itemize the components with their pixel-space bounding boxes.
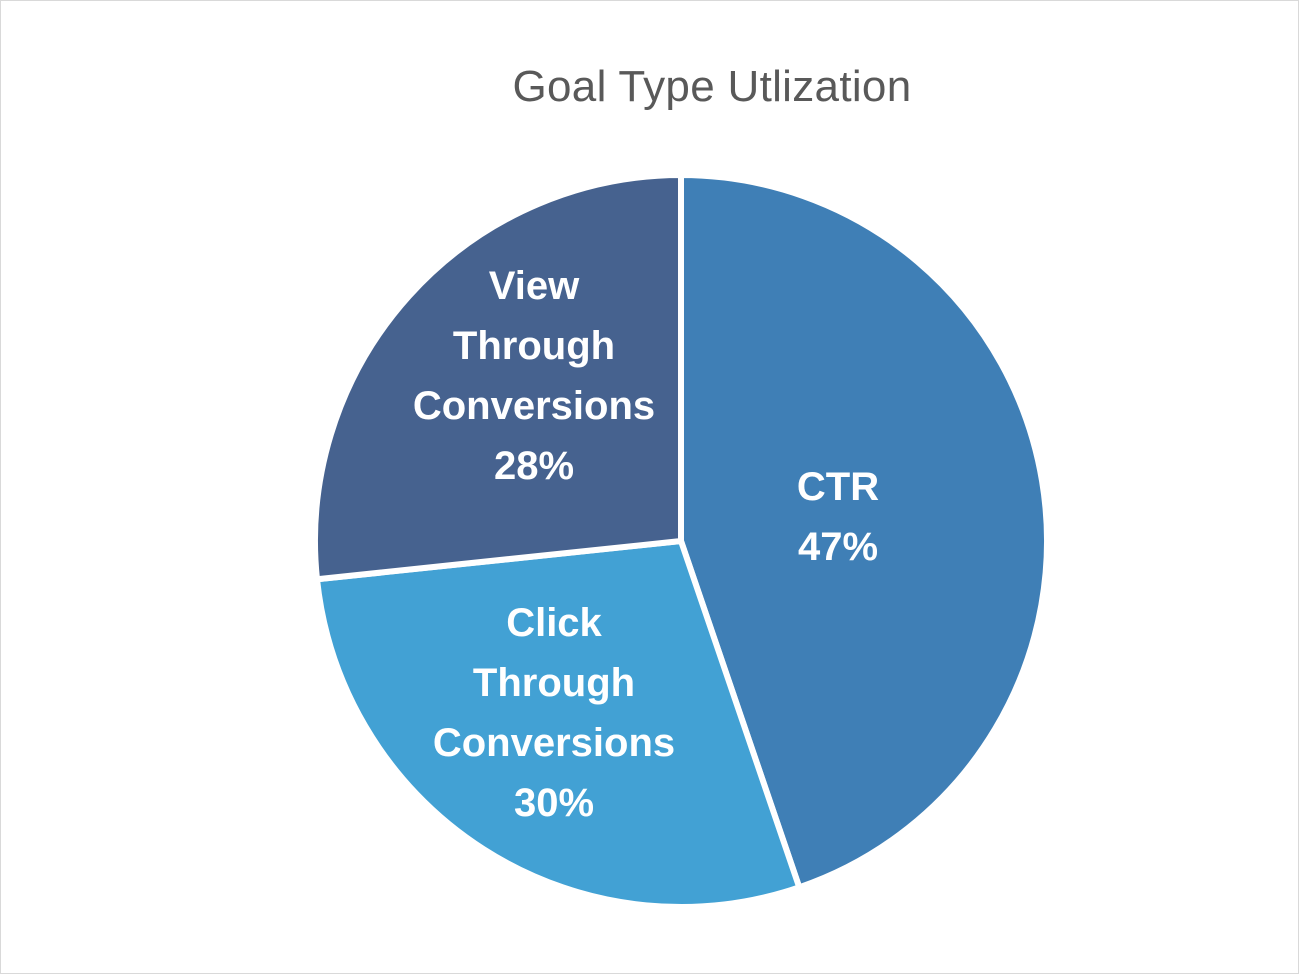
slice-name-line: Click	[506, 601, 602, 645]
slice-value-label: 30%	[514, 781, 594, 825]
slice-value-label: 28%	[494, 444, 574, 488]
slice-label-click-through-conversions: Click Through Conversions 30%	[433, 601, 675, 825]
slice-name-line: Through	[473, 661, 635, 705]
pie-slice-view-through-conversions	[312, 172, 684, 583]
slice-name-line: View	[489, 264, 580, 308]
pie-slice-click-through-conversions	[314, 538, 803, 910]
slice-label-ctr: CTR 47%	[797, 465, 879, 569]
slice-label-view-through-conversions: View Through Conversions 28%	[413, 264, 655, 488]
slice-name-line: Through	[453, 324, 615, 368]
pie-slice-ctr	[678, 172, 1050, 891]
slice-name-line: CTR	[797, 465, 879, 509]
slice-value-label: 47%	[798, 525, 878, 569]
slice-name-line: Conversions	[433, 721, 675, 765]
slice-name-line: Conversions	[413, 384, 655, 428]
chart-title: Goal Type Utlization	[512, 62, 912, 111]
